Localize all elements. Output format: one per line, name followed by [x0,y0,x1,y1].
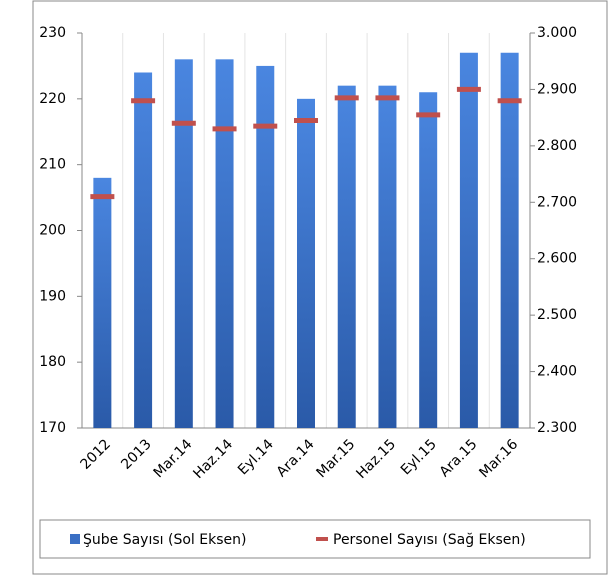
y2-tick-label: 2.900 [537,81,577,97]
y-tick-label: 220 [39,91,66,107]
bar [297,98,315,428]
y-tick-label: 170 [39,420,66,436]
legend-box [39,519,591,559]
x-tick-label: Eyl.14 [235,436,277,478]
bar [215,59,234,428]
y2-tick-label: 2.700 [537,194,577,210]
x-tick-label: Mar.16 [476,436,521,481]
legend-label: Personel Sayısı (Sağ Eksen) [333,532,526,548]
y-tick-label: 190 [39,288,66,304]
bar [419,92,438,428]
bar [256,65,275,429]
x-tick-label: Ara.14 [274,436,318,480]
y2-tick-label: 3.000 [537,25,577,41]
bar [500,52,519,428]
y2-tick-label: 2.600 [537,251,577,267]
x-tick-label: Mar.14 [151,436,196,481]
legend-swatch [70,534,80,544]
x-tick-label: Eyl.15 [398,436,440,478]
legend-label: Şube Sayısı (Sol Eksen) [83,532,246,548]
bar [134,72,153,428]
bar [337,85,356,429]
y2-tick-label: 2.500 [537,307,577,323]
y2-tick-label: 2.400 [537,364,577,380]
y-tick-label: 180 [39,354,66,370]
y-tick-label: 230 [39,25,66,41]
x-tick-label: 2013 [118,436,155,473]
y-tick-label: 200 [39,223,66,239]
legend: Şube Sayısı (Sol Eksen) Personel Sayısı (… [70,532,526,548]
bar [378,85,397,429]
x-tick-label: Haz.14 [190,436,236,482]
x-tick-label: 2012 [78,436,115,473]
y2-tick-label: 2.800 [537,138,577,154]
x-tick-label: Ara.15 [437,436,481,480]
bar [174,59,193,428]
bar [93,177,112,428]
bar [459,52,478,428]
chart-frame [32,0,608,575]
x-tick-label: Haz.15 [353,436,399,482]
y2-tick-label: 2.300 [537,420,577,436]
y-tick-label: 210 [39,157,66,173]
x-tick-label: Mar.15 [314,436,359,481]
